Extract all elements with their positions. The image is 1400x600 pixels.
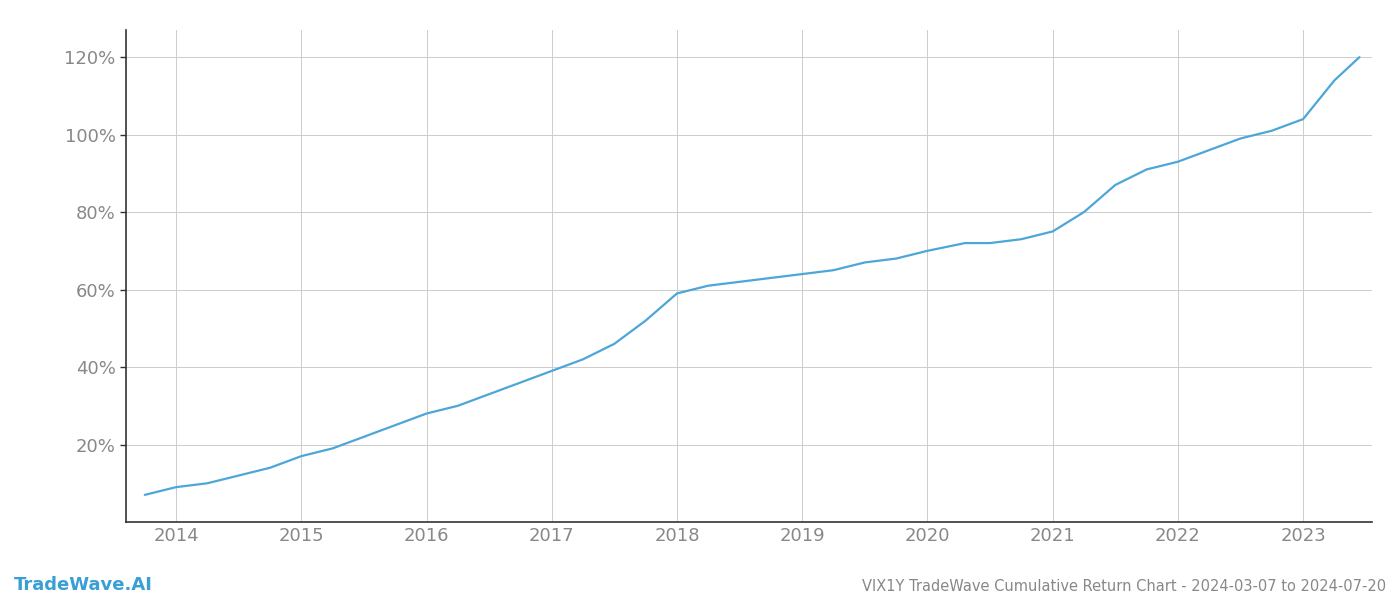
Text: VIX1Y TradeWave Cumulative Return Chart - 2024-03-07 to 2024-07-20: VIX1Y TradeWave Cumulative Return Chart … — [862, 579, 1386, 594]
Text: TradeWave.AI: TradeWave.AI — [14, 576, 153, 594]
